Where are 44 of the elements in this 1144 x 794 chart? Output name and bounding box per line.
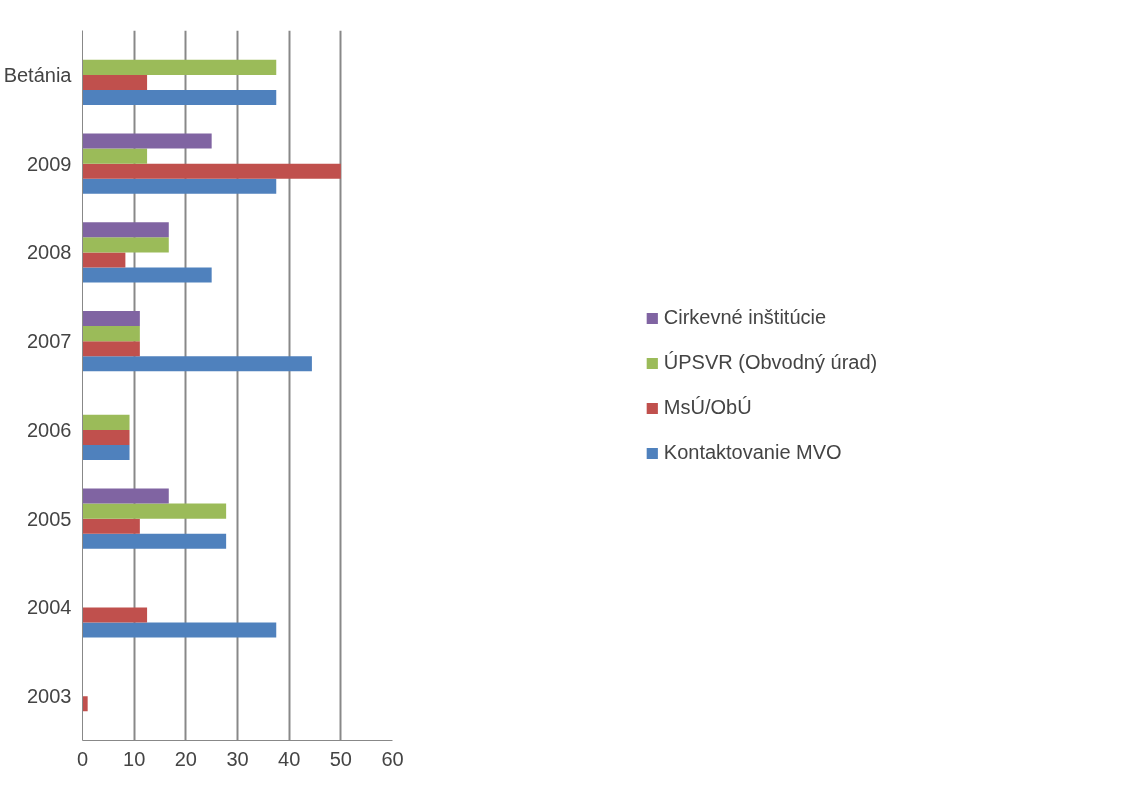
y-tick-label: 2007 bbox=[27, 330, 72, 353]
bar bbox=[82, 74, 148, 90]
x-tick-label: 10 bbox=[123, 747, 146, 770]
x-tick-label: 0 bbox=[76, 747, 89, 770]
bar bbox=[82, 488, 169, 504]
bar bbox=[82, 267, 212, 283]
bar bbox=[82, 429, 130, 445]
bar bbox=[82, 414, 130, 430]
bar bbox=[82, 696, 88, 712]
x-tick-label: 40 bbox=[278, 747, 301, 770]
x-tick-label: 30 bbox=[226, 747, 249, 770]
bar bbox=[82, 310, 140, 327]
x-tick-label: 20 bbox=[174, 747, 197, 770]
y-tick-label: 2008 bbox=[27, 241, 72, 264]
bar bbox=[82, 163, 341, 179]
bar bbox=[82, 237, 169, 253]
legend-label: ÚPSVR (Obvodný úrad) bbox=[663, 351, 878, 374]
y-tick-label: 2006 bbox=[27, 418, 72, 441]
y-tick-label: 2009 bbox=[27, 152, 72, 175]
legend-label: MsÚ/ObÚ bbox=[663, 396, 752, 419]
y-tick-label: 2004 bbox=[27, 596, 72, 619]
x-tick-label: 50 bbox=[329, 747, 352, 770]
y-tick-label: Betánia bbox=[3, 63, 73, 86]
bar bbox=[82, 607, 148, 623]
bar bbox=[82, 252, 126, 268]
bar bbox=[82, 356, 312, 372]
bar bbox=[82, 59, 277, 75]
y-tick-label: 2003 bbox=[27, 685, 72, 708]
bar bbox=[82, 503, 227, 519]
bar bbox=[82, 326, 140, 342]
legend-label: Cirkevné inštitúcie bbox=[663, 306, 827, 329]
bar bbox=[82, 444, 130, 461]
bar bbox=[82, 341, 140, 357]
bar bbox=[82, 622, 277, 638]
bar bbox=[82, 133, 212, 149]
bar bbox=[82, 148, 148, 164]
bar bbox=[82, 89, 277, 106]
bar bbox=[82, 178, 277, 194]
bar bbox=[82, 518, 140, 534]
legend-label: Kontaktovanie MVO bbox=[663, 441, 842, 464]
x-tick-label: 60 bbox=[381, 747, 404, 770]
y-tick-label: 2005 bbox=[27, 507, 72, 530]
bar bbox=[82, 533, 227, 549]
bar bbox=[82, 222, 169, 238]
